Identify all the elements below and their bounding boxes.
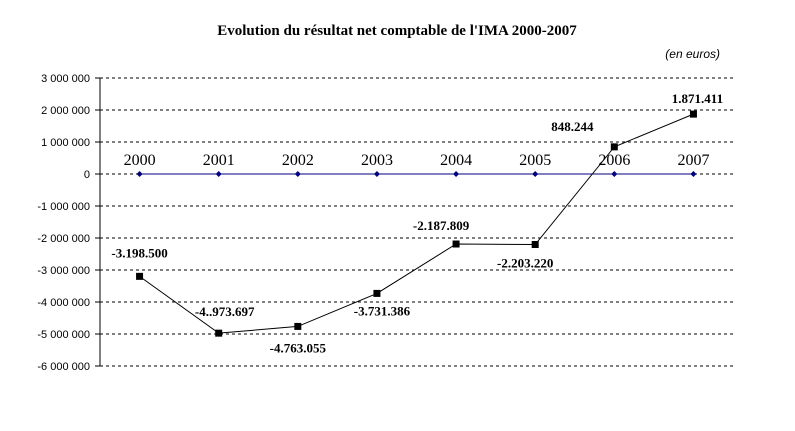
zero-series-marker <box>294 171 301 177</box>
y-tick-label: -2 000 000 <box>37 233 90 245</box>
y-tick-label: -3 000 000 <box>37 265 90 277</box>
year-label: 2001 <box>203 152 235 169</box>
year-label: 2006 <box>598 152 630 169</box>
data-label: -4.763.055 <box>270 340 327 355</box>
zero-series-marker <box>532 171 539 177</box>
year-label: 2005 <box>519 152 551 169</box>
data-label: -4..973.697 <box>195 304 255 319</box>
data-label: 848.244 <box>551 119 594 134</box>
result-marker <box>531 241 539 249</box>
data-labels: -3.198.500 -4..973.697 -4.763.055 -3.731.38… <box>111 91 723 355</box>
year-label: 2000 <box>124 152 156 169</box>
data-label: -2.203.220 <box>497 256 553 271</box>
result-marker <box>294 322 302 330</box>
year-label: 2007 <box>677 152 709 169</box>
data-label: -3.198.500 <box>111 245 167 260</box>
year-labels: 2000 2001 2002 2003 2004 2005 2006 2007 <box>124 152 710 169</box>
zero-series-marker <box>215 171 222 177</box>
result-marker <box>452 240 460 248</box>
y-tick-label: 2 000 000 <box>41 105 90 117</box>
zero-series-marker <box>136 171 143 177</box>
data-label: -2.187.809 <box>413 218 470 233</box>
year-label: 2004 <box>440 152 472 169</box>
result-marker <box>136 272 144 280</box>
zero-series <box>136 171 697 177</box>
result-series <box>136 110 697 337</box>
y-tick-label: -1 000 000 <box>37 201 90 213</box>
result-marker <box>689 110 697 118</box>
y-tick-label: -6 000 000 <box>37 361 90 373</box>
year-label: 2002 <box>282 152 314 169</box>
zero-series-marker <box>690 171 697 177</box>
y-tick-label: -5 000 000 <box>37 329 90 341</box>
y-tick-label: -4 000 000 <box>37 297 90 309</box>
chart-title: Evolution du résultat net comptable de l… <box>217 23 577 39</box>
zero-series-marker <box>453 171 460 177</box>
zero-series-marker <box>611 171 618 177</box>
y-tick-label: 0 <box>84 169 90 181</box>
data-label: 1.871.411 <box>672 91 723 106</box>
result-marker <box>373 289 381 297</box>
y-axis: 3 000 000 2 000 000 1 000 000 0 -1 000 000 -2… <box>37 73 101 373</box>
unit-note: (en euros) <box>665 47 720 61</box>
result-marker <box>610 143 618 151</box>
y-tick-label: 3 000 000 <box>41 73 90 85</box>
year-label: 2003 <box>361 152 393 169</box>
y-tick-label: 1 000 000 <box>41 137 90 149</box>
zero-series-marker <box>373 171 380 177</box>
data-label: -3.731.386 <box>354 303 411 318</box>
result-line <box>139 113 694 334</box>
result-marker <box>215 329 223 337</box>
